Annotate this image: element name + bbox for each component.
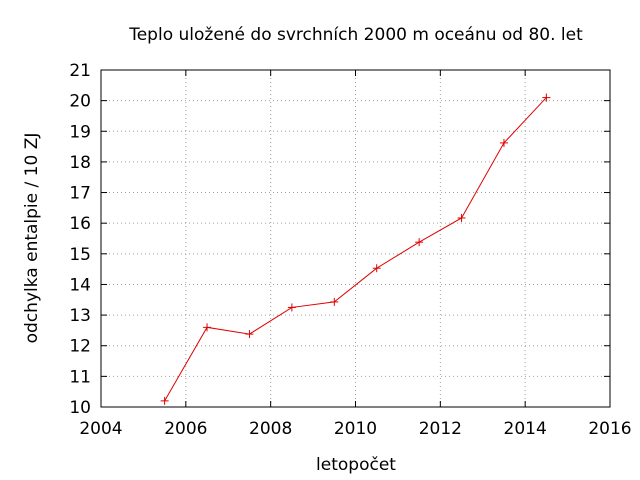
- y-tick-label: 10: [69, 398, 91, 418]
- x-tick-label: 2006: [164, 419, 207, 439]
- data-point-marker: [415, 238, 424, 247]
- x-tick-label: 2008: [249, 419, 292, 439]
- y-tick-label: 14: [69, 275, 91, 295]
- data-point-marker: [542, 93, 551, 102]
- y-axis-label: odchylka entalpie / 10 ZJ: [22, 133, 42, 344]
- y-tick-label: 17: [69, 184, 91, 204]
- data-point-marker: [457, 213, 466, 222]
- x-tick-label: 2004: [79, 419, 122, 439]
- axis-ticks: 2004 2006 2008 2010 2012 2014 2016101112131415…: [69, 61, 631, 439]
- y-tick-label: 16: [69, 214, 91, 234]
- series-layer: [160, 93, 551, 405]
- data-point-marker: [330, 297, 339, 306]
- series-line: [164, 97, 547, 402]
- data-point-marker: [245, 330, 254, 339]
- y-tick-label: 20: [69, 92, 91, 112]
- y-tick-label: 18: [69, 153, 91, 173]
- y-tick-label: 11: [69, 367, 91, 387]
- data-point-marker: [160, 396, 169, 405]
- x-axis-label: letopočet: [316, 455, 396, 475]
- data-point-marker: [203, 323, 212, 332]
- grid: [101, 70, 610, 407]
- y-tick-label: 12: [69, 337, 91, 357]
- x-tick-label: 2010: [334, 419, 377, 439]
- data-point-marker: [287, 303, 296, 312]
- data-point-marker: [372, 264, 381, 273]
- data-point-marker: [499, 138, 508, 147]
- x-tick-label: 2016: [588, 419, 631, 439]
- y-tick-label: 21: [69, 61, 91, 81]
- chart-title: Teplo uložené do svrchních 2000 m oceánu…: [128, 25, 583, 45]
- x-tick-label: 2012: [419, 419, 462, 439]
- x-tick-label: 2014: [504, 419, 547, 439]
- y-tick-label: 19: [69, 122, 91, 142]
- y-tick-label: 15: [69, 245, 91, 265]
- y-tick-label: 13: [69, 306, 91, 326]
